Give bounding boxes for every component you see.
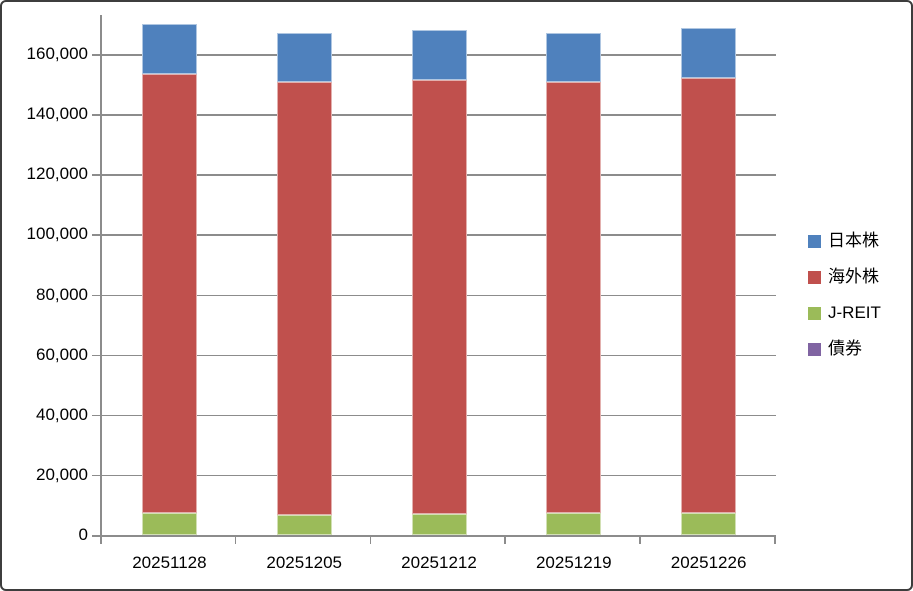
bar-segment [681, 78, 737, 514]
bar-segment [141, 74, 197, 514]
legend-item: 債券 [808, 331, 881, 367]
y-tick-label: 80,000 [36, 284, 88, 304]
y-tick-label: 160,000 [26, 44, 88, 63]
x-tick-mark [234, 537, 237, 544]
y-tick-label: 140,000 [26, 104, 88, 124]
y-tick-label: 0 [78, 525, 88, 544]
bar-group [141, 23, 197, 535]
bar-group [546, 32, 602, 535]
bar-segment [681, 513, 737, 535]
bar-segment [411, 29, 467, 81]
x-tick-mark [774, 537, 776, 544]
x-tick-label: 20251219 [535, 553, 612, 572]
x-tick-label: 20251128 [132, 553, 207, 572]
legend-color-swatch [808, 306, 821, 320]
legend-color-swatch [808, 270, 821, 284]
x-tick-mark [639, 537, 641, 544]
legend-label: 日本株 [828, 231, 879, 250]
legend-label: 債券 [828, 339, 862, 358]
y-tick-mark [92, 354, 100, 357]
x-axis-line [100, 535, 776, 537]
bar-segment [411, 80, 467, 514]
y-tick-label: 20,000 [36, 464, 88, 484]
bar-group [276, 32, 332, 535]
bar-segment [141, 513, 197, 535]
y-tick-mark [92, 535, 100, 537]
bar-segment [141, 23, 197, 75]
bar-group [681, 28, 737, 535]
x-tick-label: 20251226 [670, 553, 747, 572]
x-tick-label: 20251205 [266, 553, 343, 572]
y-tick-mark [92, 54, 100, 56]
bar-segment [546, 81, 602, 514]
legend-item: 海外株 [808, 259, 881, 295]
x-tick-mark [504, 537, 506, 544]
bar-segment [276, 514, 332, 535]
y-tick-mark [92, 114, 100, 116]
bar-segment [276, 81, 332, 515]
y-tick-mark [92, 474, 100, 477]
legend-color-swatch [808, 234, 821, 248]
bar-segment [276, 32, 332, 82]
legend-item: 日本株 [808, 223, 881, 259]
legend-label: J-REIT [828, 303, 881, 322]
x-tick-mark [369, 537, 372, 544]
y-tick-label: 40,000 [36, 404, 88, 424]
y-tick-mark [92, 234, 100, 236]
y-axis-line [100, 15, 102, 537]
y-tick-label: 60,000 [36, 344, 88, 364]
legend-item: J-REIT [808, 295, 881, 331]
bar-segment [681, 28, 737, 79]
bar-segment [546, 32, 602, 82]
bar-segment [546, 513, 602, 535]
plot-area [102, 15, 776, 535]
x-tick-mark [100, 537, 102, 544]
y-tick-label: 100,000 [26, 224, 88, 244]
legend-color-swatch [808, 342, 821, 356]
y-tick-mark [92, 414, 100, 417]
bar-segment [411, 513, 467, 535]
bar-group [411, 29, 467, 535]
legend-label: 海外株 [828, 267, 879, 286]
x-tick-label: 20251212 [401, 553, 477, 572]
y-tick-label: 120,000 [26, 164, 88, 184]
y-tick-mark [92, 174, 100, 176]
y-tick-mark [92, 294, 100, 296]
chart-legend: 日本株海外株 J-REIT 債券 [808, 223, 881, 367]
